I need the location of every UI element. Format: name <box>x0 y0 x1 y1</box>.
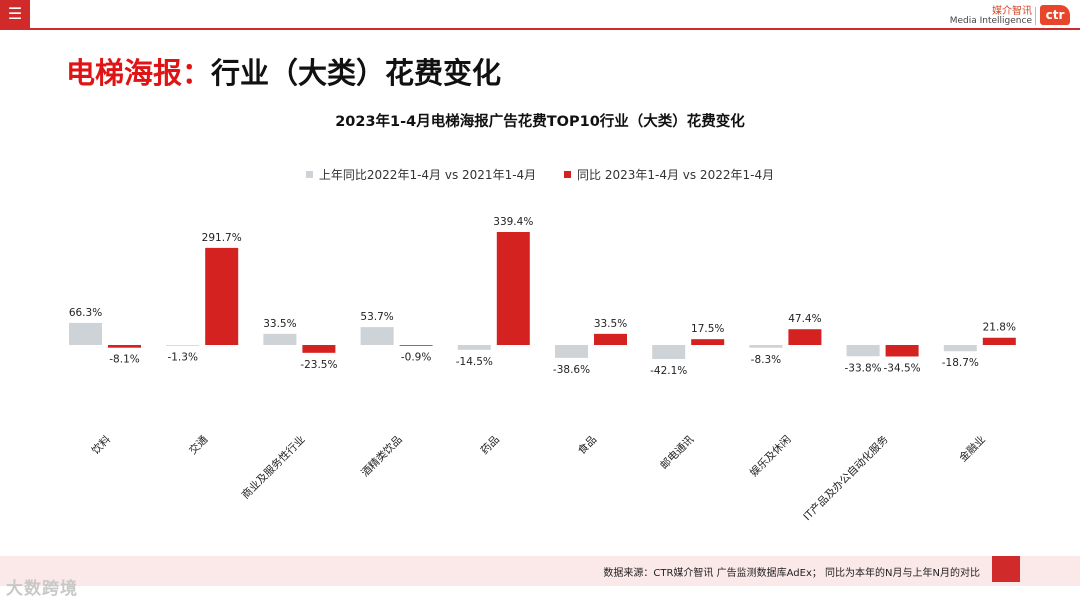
data-label-curr-6: 17.5% <box>691 323 724 335</box>
footer-band <box>0 556 1080 586</box>
page-title: 电梯海报：行业（大类）花费变化 <box>66 50 501 92</box>
footer-accent <box>992 556 1020 582</box>
legend-label-prev: 上年同比2022年1-4月 vs 2021年1-4月 <box>318 168 537 182</box>
bar-prev-5 <box>555 345 588 358</box>
bar-prev-2 <box>263 333 297 345</box>
bar-curr-2 <box>302 345 336 353</box>
bar-prev-8 <box>846 345 880 357</box>
chart-legend: 上年同比2022年1-4月 vs 2021年1-4月 同比 2023年1-4月 … <box>0 166 1080 183</box>
data-label-prev-5: -38.6% <box>553 364 590 376</box>
chart-title: 2023年1-4月电梯海报广告花费TOP10行业（大类）花费变化 <box>335 114 745 130</box>
bar-prev-7 <box>749 345 783 348</box>
brand-text: 媒介智讯 Media Intelligence <box>950 6 1032 27</box>
page-title-black: 行业（大类）花费变化 <box>211 56 502 90</box>
data-label-prev-8: -33.8% <box>845 362 882 374</box>
bar-prev-1 <box>166 345 200 346</box>
category-label-4: 药品 <box>479 434 502 457</box>
category-label-9: 金融业 <box>956 433 987 464</box>
data-label-prev-4: -14.5% <box>456 356 493 368</box>
data-label-curr-0: -8.1% <box>109 354 139 366</box>
legend-swatch-prev <box>305 171 313 178</box>
menu-button[interactable]: ☰ <box>0 0 30 28</box>
page-title-red: 电梯海报： <box>66 56 212 90</box>
legend-label-curr: 同比 2023年1-4月 vs 2022年1-4月 <box>577 168 775 182</box>
data-label-prev-6: -42.1% <box>650 365 687 377</box>
bar-prev-0 <box>69 322 102 345</box>
bar-curr-5 <box>594 333 627 345</box>
bar-prev-4 <box>457 345 491 350</box>
bar-chart: 66.3% -8.1% 饮料 -1.3% 291.7% 交通 33.5% -23.5% 商业及服… <box>69 216 1016 524</box>
bar-curr-6 <box>691 339 725 345</box>
bar-curr-3 <box>399 345 433 346</box>
data-label-curr-9: 21.8% <box>983 322 1016 334</box>
bar-curr-0 <box>108 345 141 348</box>
legend-swatch-curr <box>564 171 571 178</box>
data-label-curr-8: -34.5% <box>884 362 921 374</box>
data-label-prev-7: -8.3% <box>751 354 781 366</box>
data-label-curr-5: 33.5% <box>594 318 627 330</box>
data-source-note: 数据来源：CTR媒介智讯 广告监测数据库AdEx； 同比为本年的N月与上年N月的… <box>603 568 980 579</box>
ctr-logo: ctr <box>1040 5 1070 25</box>
legend-item-curr: 同比 2023年1-4月 vs 2022年1-4月 <box>564 166 774 183</box>
category-label-8: IT产品及办公自动化服务 <box>801 433 892 524</box>
bar-prev-9 <box>943 345 977 352</box>
category-label-3: 酒精类饮品 <box>358 433 404 479</box>
bar-curr-7 <box>788 329 822 345</box>
data-label-curr-2: -23.5% <box>300 359 337 371</box>
brand-en: Media Intelligence <box>949 16 1032 26</box>
data-label-prev-9: -18.7% <box>942 357 979 369</box>
data-label-prev-3: 53.7% <box>360 311 393 323</box>
brand-cn: 媒介智讯 <box>992 6 1032 17</box>
category-label-2: 商业及服务性行业 <box>239 433 308 502</box>
category-label-7: 娱乐及休闲 <box>747 433 793 479</box>
category-label-1: 交通 <box>186 433 210 457</box>
bar-curr-8 <box>885 345 919 357</box>
data-label-prev-2: 33.5% <box>263 318 296 330</box>
data-label-prev-0: 66.3% <box>69 307 102 319</box>
category-label-5: 食品 <box>575 433 599 457</box>
category-label-0: 饮料 <box>89 433 113 457</box>
bar-curr-4 <box>496 232 530 345</box>
legend-item-prev: 上年同比2022年1-4月 vs 2021年1-4月 <box>305 166 537 183</box>
data-label-curr-7: 47.4% <box>788 313 821 325</box>
data-label-curr-4: 339.4% <box>493 216 533 228</box>
hamburger-icon: ☰ <box>7 4 23 23</box>
header-divider <box>0 28 1080 30</box>
brand-separator <box>1035 7 1036 25</box>
data-label-curr-1: 291.7% <box>202 232 242 244</box>
bar-prev-6 <box>652 345 686 360</box>
data-label-curr-3: -0.9% <box>401 351 431 363</box>
data-label-prev-1: -1.3% <box>167 351 197 363</box>
bar-prev-3 <box>360 327 394 345</box>
category-label-6: 邮电通讯 <box>657 433 696 472</box>
watermark: 大数跨境 <box>6 579 78 599</box>
bar-curr-1 <box>205 247 239 345</box>
bar-curr-9 <box>982 337 1016 345</box>
